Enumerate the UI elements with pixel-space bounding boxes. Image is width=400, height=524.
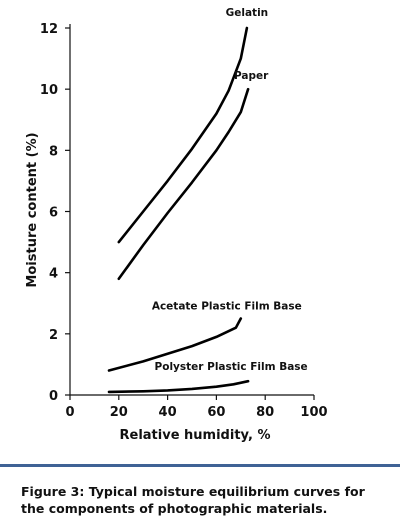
series-labels: Gelatin Paper Acetate Plastic Film Base Pol… bbox=[152, 7, 308, 373]
caption-divider bbox=[0, 464, 400, 467]
y-tick-label: 8 bbox=[49, 144, 58, 159]
x-axis-title: Relative humidity, % bbox=[120, 428, 271, 443]
paper-label: Paper bbox=[234, 70, 269, 82]
y-tick-label: 6 bbox=[49, 206, 58, 221]
polyster-plastic-film-base-label: Polyster Plastic Film Base bbox=[155, 361, 308, 373]
y-tick-label: 2 bbox=[49, 328, 58, 343]
paper-curve bbox=[117, 87, 250, 281]
polyster-plastic-film-base-curve bbox=[107, 379, 250, 394]
x-tick-label: 80 bbox=[256, 405, 274, 420]
y-axis-title: Moisture content (%) bbox=[25, 132, 40, 287]
figure-caption: Figure 3: Typical moisture equilibrium c… bbox=[21, 484, 365, 516]
x-tick-label: 60 bbox=[207, 405, 225, 420]
curves bbox=[107, 26, 250, 394]
y-tick-label: 10 bbox=[40, 83, 58, 98]
acetate-plastic-film-base-curve bbox=[107, 317, 243, 372]
x-tick-label: 100 bbox=[300, 405, 327, 420]
ticks: 0 20 40 60 80 100 0 2 4 6 8 10 12 bbox=[40, 22, 328, 420]
y-tick-label: 4 bbox=[49, 267, 58, 282]
chart: 0 20 40 60 80 100 0 2 4 6 8 10 12 Gelatin Paper Acetat… bbox=[25, 7, 328, 443]
y-tick-label: 12 bbox=[40, 22, 58, 37]
gelatin-curve bbox=[117, 26, 249, 244]
axes bbox=[69, 24, 314, 396]
x-tick-label: 0 bbox=[65, 405, 74, 420]
x-tick-label: 20 bbox=[110, 405, 128, 420]
gelatin-label: Gelatin bbox=[226, 7, 269, 19]
acetate-plastic-film-base-label: Acetate Plastic Film Base bbox=[152, 301, 302, 313]
y-tick-label: 0 bbox=[49, 389, 58, 404]
x-tick-label: 40 bbox=[159, 405, 177, 420]
